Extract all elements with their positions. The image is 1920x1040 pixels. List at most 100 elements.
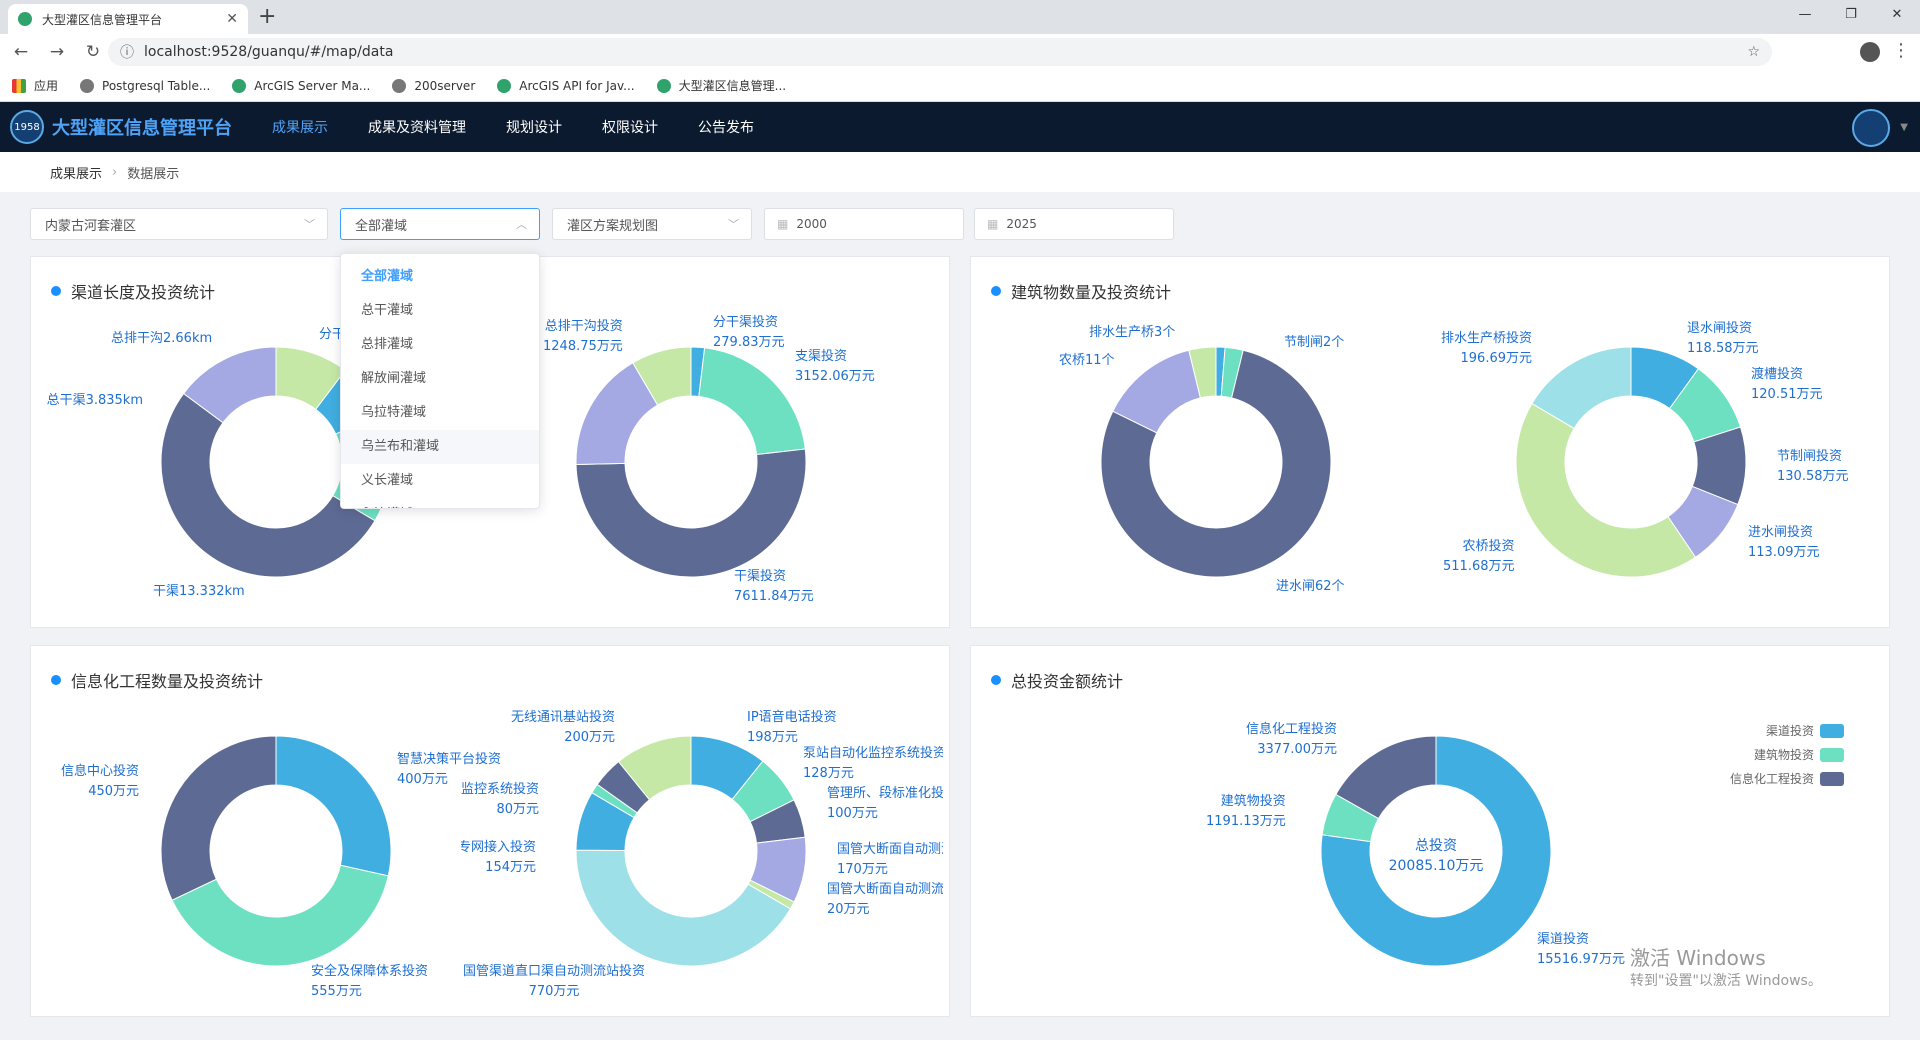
maximize-icon[interactable]: ❐ xyxy=(1845,7,1857,22)
legend-item[interactable]: 信息化工程投资 xyxy=(1634,770,1844,787)
calendar-icon: ▦ xyxy=(777,217,789,231)
url-input[interactable]: ⓘ localhost:9528/guanqu/#/map/data ☆ xyxy=(108,38,1772,66)
legend-item[interactable]: 渠道投资 xyxy=(1634,722,1844,739)
chart-label: 分干 xyxy=(319,327,346,342)
building-count-donut xyxy=(1100,346,1332,578)
chart-label: 管理所、段标准化投资100万元 xyxy=(827,786,943,821)
donut-slice[interactable] xyxy=(575,448,807,578)
minimize-icon[interactable]: — xyxy=(1798,7,1812,22)
new-tab-icon[interactable]: + xyxy=(258,4,277,29)
breadcrumb-separator-icon: › xyxy=(112,164,118,180)
channel-invest-donut xyxy=(575,346,807,578)
chart-label: 无线通讯基站投资 200万元 xyxy=(511,710,616,745)
nav-results[interactable]: 成果展示 xyxy=(272,120,328,136)
domain-select[interactable]: 全部灌域 ︿ xyxy=(340,208,540,240)
chart-label: 农桥投资 511.68万元 xyxy=(1443,539,1515,574)
bookmark-item[interactable]: ArcGIS API for Jav... xyxy=(497,78,635,93)
chart-label: 干渠投资 7611.84万元 xyxy=(734,569,814,604)
dropdown-option[interactable]: 全部灌域 xyxy=(361,269,414,284)
donut-slice[interactable] xyxy=(1100,349,1332,578)
bookmark-item[interactable]: 200server xyxy=(392,78,475,93)
browser-tab[interactable]: 大型灌区信息管理平台 ✕ xyxy=(8,4,248,34)
close-tab-icon[interactable]: ✕ xyxy=(226,11,238,27)
panel-info: 信息化工程数量及投资统计 信息中心投资 450万元 智慧决策平台投资 400万元 安… xyxy=(30,645,950,1017)
dropdown-option[interactable]: 总干灌域 xyxy=(361,303,414,318)
dropdown-option[interactable]: 乌兰布和灌域 xyxy=(341,430,539,464)
apps-icon xyxy=(12,78,26,93)
chart-label: 国管大断面自动测流投资170万元 xyxy=(837,842,943,877)
bookmark-item[interactable]: Postgresql Table... xyxy=(80,78,210,93)
info-icon[interactable]: ⓘ xyxy=(120,45,134,61)
caret-down-icon[interactable]: ▼ xyxy=(1900,122,1908,133)
legend-swatch xyxy=(1820,771,1844,786)
tab-title: 大型灌区信息管理平台 xyxy=(42,12,163,27)
end-year-picker[interactable]: ▦ 2025 xyxy=(974,208,1174,240)
donut-slice[interactable] xyxy=(1188,346,1217,399)
donut-slice[interactable] xyxy=(1335,735,1437,820)
donut-slice[interactable] xyxy=(617,735,692,801)
donut-slice[interactable] xyxy=(1531,346,1632,430)
bookmarks-bar: 应用 Postgresql Table... ArcGIS Server Ma.… xyxy=(0,70,1920,102)
start-year-picker[interactable]: ▦ 2000 xyxy=(764,208,964,240)
filter-bar: 内蒙古河套灌区 ﹀ 全部灌域 ︿ 灌区方案规划图 ﹀ ▦ 2000 ▦ 2025 xyxy=(30,208,1184,240)
back-icon[interactable]: ← xyxy=(13,42,29,62)
donut-slice[interactable] xyxy=(182,346,277,424)
forward-icon[interactable]: → xyxy=(49,42,65,62)
chart-label: 总排干沟投资 1248.75万元 xyxy=(543,319,623,354)
legend-item[interactable]: 建筑物投资 xyxy=(1634,746,1844,763)
chart-label: 渠道投资 15516.97万元 xyxy=(1537,932,1626,967)
user-avatar[interactable] xyxy=(1852,109,1890,147)
donut-slice[interactable] xyxy=(1515,402,1697,578)
dropdown-option[interactable]: 永济灌域 xyxy=(341,498,539,508)
donut-slice[interactable] xyxy=(1320,735,1552,967)
info-right-donut xyxy=(575,735,807,967)
calendar-icon: ▦ xyxy=(987,217,999,231)
nav-data-management[interactable]: 成果及资料管理 xyxy=(368,120,466,136)
bullet-icon xyxy=(51,675,61,685)
browser-menu-icon[interactable]: ⋮ xyxy=(1892,40,1910,61)
close-window-icon[interactable]: ✕ xyxy=(1891,7,1903,22)
bookmark-star-icon[interactable]: ☆ xyxy=(1747,44,1760,60)
chart-label: 节制闸2个 xyxy=(1284,335,1345,350)
donut-slice[interactable] xyxy=(575,849,792,967)
chart-label: 节制闸投资 130.58万元 xyxy=(1777,449,1849,484)
arcgis-icon xyxy=(232,78,247,93)
dropdown-option[interactable]: 乌拉特灌域 xyxy=(361,405,427,420)
chart-label: 信息中心投资 450万元 xyxy=(61,764,140,799)
app-navbar: 1958 大型灌区信息管理平台 成果展示 成果及资料管理 规划设计 权限设计 公… xyxy=(0,102,1920,152)
app-brand: 大型灌区信息管理平台 xyxy=(52,118,232,139)
donut-slice[interactable] xyxy=(160,735,277,901)
dropdown-option[interactable]: 解放闸灌域 xyxy=(361,371,427,386)
donut-slice[interactable] xyxy=(160,392,376,578)
globe-icon xyxy=(80,78,95,93)
chart-label: 总干渠3.835km xyxy=(46,393,143,408)
url-text: localhost:9528/guanqu/#/map/data xyxy=(144,44,394,60)
total-center-label: 总投资 20085.10万元 xyxy=(1388,838,1484,874)
region-select[interactable]: 内蒙古河套灌区 ﹀ xyxy=(30,208,328,240)
reload-icon[interactable]: ↻ xyxy=(85,42,101,62)
plan-select[interactable]: 灌区方案规划图 ﹀ xyxy=(552,208,752,240)
donut-slice[interactable] xyxy=(632,346,692,406)
panel-building: 建筑物数量及投资统计 排水生产桥3个 节制闸2个 农桥11个 进水闸62个 排水… xyxy=(970,256,1890,628)
chart-label: IP语音电话投资 198万元 xyxy=(747,710,837,745)
nav-planning[interactable]: 规划设计 xyxy=(506,120,562,136)
breadcrumb-root[interactable]: 成果展示 xyxy=(50,166,103,182)
chart-label: 安全及保障体系投资 555万元 xyxy=(311,964,429,999)
browser-tab-strip: 大型灌区信息管理平台 ✕ + — ❐ ✕ xyxy=(0,0,1920,34)
chart-label: 农桥11个 xyxy=(1059,353,1115,368)
donut-slice[interactable] xyxy=(275,735,392,877)
chart-label: 支渠投资 3152.06万元 xyxy=(795,349,875,384)
legend-swatch xyxy=(1820,747,1844,762)
donut-slice[interactable] xyxy=(698,347,806,456)
bookmark-apps[interactable]: 应用 xyxy=(12,77,58,94)
dropdown-option[interactable]: 义长灌域 xyxy=(361,473,414,488)
dropdown-option[interactable]: 总排灌域 xyxy=(361,337,414,352)
profile-icon[interactable] xyxy=(1860,42,1880,62)
bookmark-item[interactable]: 大型灌区信息管理... xyxy=(656,77,786,94)
nav-permissions[interactable]: 权限设计 xyxy=(602,120,658,136)
bookmark-item[interactable]: ArcGIS Server Ma... xyxy=(232,78,370,93)
nav-announcements[interactable]: 公告发布 xyxy=(698,120,754,136)
panel-title: 渠道长度及投资统计 xyxy=(51,279,215,303)
donut-slice[interactable] xyxy=(171,864,389,967)
bullet-icon xyxy=(51,286,61,296)
